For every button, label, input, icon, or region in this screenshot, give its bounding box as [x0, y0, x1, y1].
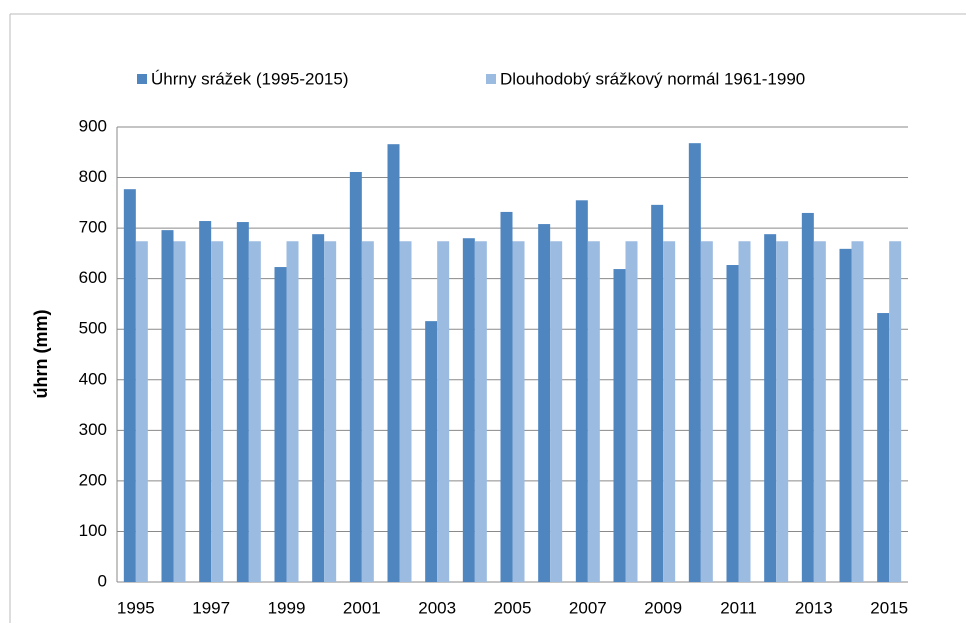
x-tick-label: 1997 [192, 598, 230, 617]
y-tick-label: 800 [79, 167, 107, 186]
bar [361, 241, 374, 582]
bar [500, 211, 513, 582]
legend-swatch [137, 74, 147, 84]
bar [324, 241, 337, 582]
y-tick-label: 300 [79, 420, 107, 439]
bar [135, 241, 148, 582]
bar [726, 265, 739, 582]
bar [877, 313, 890, 582]
bar [764, 234, 777, 582]
bar [286, 241, 299, 582]
bar [123, 189, 136, 582]
bar [851, 241, 864, 582]
bar [274, 267, 287, 582]
bar [738, 241, 751, 582]
y-tick-label: 200 [79, 470, 107, 489]
x-tick-label: 1995 [117, 598, 155, 617]
bar [236, 222, 249, 583]
bar [575, 200, 588, 583]
bar [663, 241, 676, 582]
y-tick-label: 0 [98, 571, 107, 590]
bar [587, 241, 600, 582]
bar [700, 241, 713, 582]
bar [312, 234, 325, 582]
bar [801, 212, 814, 582]
x-tick-label: 2015 [870, 598, 908, 617]
y-tick-label: 600 [79, 268, 107, 287]
bar [512, 241, 525, 582]
y-tick-label: 100 [79, 521, 107, 540]
bar [613, 269, 626, 582]
bar [688, 143, 701, 582]
y-tick-label: 700 [79, 218, 107, 237]
y-tick-label: 900 [79, 116, 107, 135]
y-axis-label: úhrn (mm) [31, 310, 51, 399]
y-tick-label: 400 [79, 369, 107, 388]
bar [437, 241, 450, 582]
y-tick-label: 500 [79, 319, 107, 338]
x-tick-label: 2005 [494, 598, 532, 617]
x-tick-label: 2013 [795, 598, 833, 617]
x-tick-label: 2003 [418, 598, 456, 617]
x-tick-label: 2011 [720, 598, 757, 617]
bar [839, 248, 852, 583]
bar [248, 241, 261, 582]
bar [538, 224, 551, 583]
bar [813, 241, 826, 582]
legend-swatch [486, 74, 496, 84]
legend-label: Dlouhodobý srážkový normál 1961-1990 [500, 69, 805, 88]
x-tick-label: 2007 [569, 598, 607, 617]
bar [425, 321, 438, 582]
bar [462, 238, 475, 582]
x-tick-label: 2001 [343, 598, 381, 617]
bar [550, 241, 563, 582]
x-tick-label: 1999 [268, 598, 306, 617]
bar [173, 241, 186, 582]
bar [889, 241, 902, 582]
bar [776, 241, 789, 582]
bar [387, 144, 400, 582]
x-tick-label: 2009 [644, 598, 682, 617]
bar [474, 241, 487, 582]
bar [399, 241, 412, 582]
bar [625, 241, 638, 582]
bar [161, 230, 174, 582]
bar [211, 241, 224, 582]
legend-label: Úhrny srážek (1995-2015) [151, 69, 348, 88]
bar [199, 221, 212, 583]
bar [651, 204, 664, 582]
bar [349, 171, 362, 582]
